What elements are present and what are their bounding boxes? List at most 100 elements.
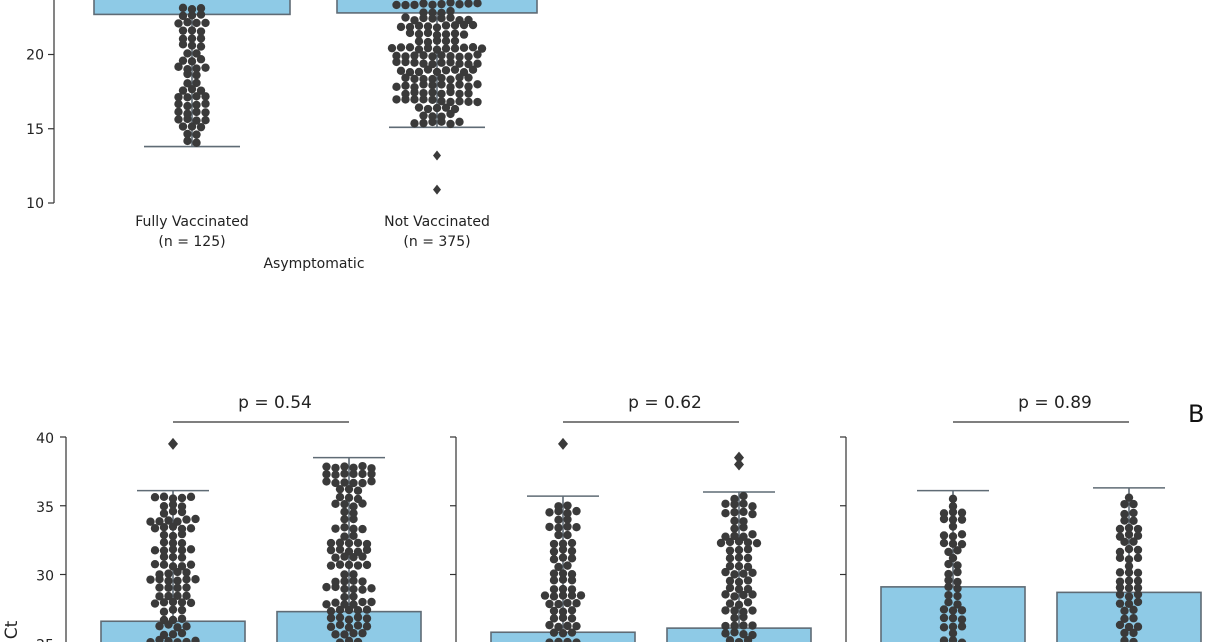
panel-b-swarm-points [540, 437, 762, 642]
panel-b-data-point [159, 502, 169, 511]
panel-a-data-point [392, 95, 401, 104]
panel-b-data-point [739, 499, 748, 508]
panel-a-category-label-not-vaccinated: Not Vaccinated [384, 214, 490, 230]
panel-b-data-point [344, 539, 354, 548]
panel-a-data-point [410, 58, 419, 67]
panel-b-data-point [944, 576, 953, 585]
panel-a-data-point [464, 89, 473, 98]
panel-b-data-point [1124, 576, 1134, 585]
panel-a-data-point [187, 41, 197, 50]
panel-a-data-point [192, 92, 201, 101]
panel-b-data-point [150, 524, 160, 533]
panel-b-data-point [331, 463, 340, 473]
panel-b-data-point [191, 514, 200, 524]
panel-b-data-point [1115, 577, 1125, 586]
panel-a-data-point [201, 108, 210, 117]
panel-a-data-point [459, 68, 469, 77]
panel-b-data-point [948, 553, 958, 563]
panel-b-data-point [168, 552, 178, 562]
panel-b-data-point [939, 605, 949, 614]
panel-b-data-point [340, 592, 349, 602]
panel-b-data-point [146, 517, 155, 526]
panel-b-data-point [939, 538, 949, 548]
panel-b-data-point [563, 621, 572, 631]
panel-b-data-point [948, 539, 958, 548]
panel-b-data-point [725, 636, 735, 642]
panel-b-data-point [358, 585, 367, 594]
panel-a-data-point [437, 80, 446, 89]
panel-a-data-point [437, 112, 446, 121]
panel-a-data-point [432, 23, 442, 32]
panel-a-data-point [441, 21, 451, 30]
panel-b-data-point [1115, 553, 1125, 563]
panel-b-data-point [944, 597, 953, 607]
panel-a-data-point [405, 28, 415, 38]
panel-b-data-point [335, 560, 345, 569]
panel-a-group-label: Asymptomatic [263, 256, 364, 272]
panel-b-data-point [1124, 568, 1134, 577]
panel-a-data-point [473, 0, 482, 8]
panel-b-data-point [948, 494, 958, 504]
panel-b-data-point [743, 576, 753, 585]
panel-b-outlier [734, 458, 744, 471]
panel-b-data-point [150, 546, 160, 555]
panel-a-data-point [437, 58, 446, 67]
panel-b-data-point [554, 502, 563, 511]
panel-b-data-point [335, 620, 345, 630]
panel-b-data-point [948, 613, 958, 623]
panel-b-data-point [957, 622, 967, 631]
panel-a-data-point [183, 79, 192, 88]
panel-b-data-point [572, 638, 581, 642]
panel-b-data-point [177, 562, 187, 571]
panel-b-data-point [743, 538, 753, 547]
panel-a-data-point [419, 59, 428, 68]
panel-b-data-point [563, 501, 572, 510]
panel-b-data-point [1115, 532, 1125, 541]
panel-b-data-point [567, 591, 577, 600]
panel-a-data-point [401, 52, 410, 61]
panel-b-data-point [1124, 523, 1134, 533]
panel-b-data-point [353, 538, 363, 548]
panel-b-data-point [948, 515, 958, 524]
panel-b-data-point [159, 552, 169, 561]
panel-b-y-axis-label: Ct [2, 620, 22, 639]
panel-b-data-point [730, 516, 739, 526]
panel-b-data-point [748, 621, 757, 630]
panel-b-data-point [362, 560, 372, 570]
panel-b-y-ticks: 25 30 35 40 [36, 431, 846, 642]
panel-b-data-point [1115, 524, 1125, 534]
panel-a-data-point [192, 107, 201, 117]
panel-a-data-point [192, 130, 201, 139]
panel-a-data-point [183, 93, 192, 102]
panel-b-data-point [177, 546, 187, 555]
panel-a-data-point [450, 29, 460, 38]
panel-a-y-tick-label: 20 [26, 48, 44, 64]
panel-a-data-point [455, 16, 464, 25]
panel-a-data-point [192, 64, 201, 73]
panel-b-data-point [335, 545, 345, 554]
panel-b-data-point [322, 600, 331, 609]
panel-b-data-point [752, 538, 762, 548]
panel-b-data-point [567, 546, 577, 556]
panel-b-p-value-2: p = 0.62 [628, 393, 702, 413]
panel-a-data-point [464, 15, 473, 25]
panel-b-data-point [1120, 499, 1129, 509]
panel-b-data-point [739, 630, 748, 639]
panel-b-data-point [146, 575, 155, 584]
panel-b-data-point [322, 582, 331, 592]
panel-a-data-point [423, 28, 433, 38]
panel-b-data-point [344, 484, 354, 494]
panel-a-data-point [410, 0, 419, 10]
panel-b-data-point [340, 469, 349, 478]
panel-a-category-n-fully-vaccinated: (n = 125) [158, 234, 225, 250]
panel-a: 10 15 20 Fully Vaccinated (n = 125) Not Va… [26, 0, 538, 272]
panel-b-data-point [173, 638, 182, 642]
panel-a-data-point [446, 75, 455, 84]
panel-b-data-point [168, 538, 178, 548]
panel-b-data-point [344, 623, 354, 632]
panel-b-outlier [734, 451, 744, 464]
panel-b-data-point [340, 532, 349, 541]
panel-b-p-value-1: p = 0.54 [238, 393, 312, 413]
panel-b-data-point [563, 515, 572, 524]
panel-a-data-point [455, 0, 464, 9]
